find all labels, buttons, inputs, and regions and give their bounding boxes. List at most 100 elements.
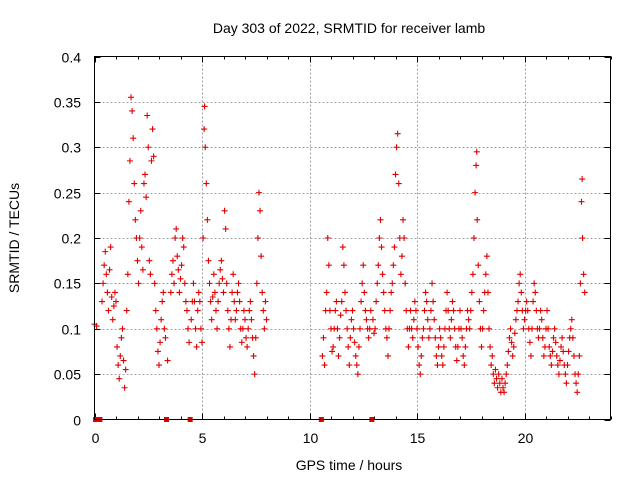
data-point (578, 198, 585, 205)
data-point (102, 248, 109, 255)
y-tick-label: 0 (73, 413, 81, 429)
data-point (580, 271, 587, 278)
data-point (432, 334, 439, 341)
data-point (379, 271, 386, 278)
data-point (473, 148, 480, 155)
data-point (339, 244, 346, 251)
data-point (131, 180, 138, 187)
data-point (136, 235, 143, 241)
data-point (352, 352, 359, 359)
data-point (200, 235, 207, 241)
data-point (474, 216, 481, 223)
data-point (573, 380, 580, 387)
data-point (400, 216, 407, 223)
data-point (243, 334, 250, 341)
data-point (563, 380, 570, 387)
data-points (91, 94, 588, 422)
data-point (458, 325, 465, 332)
data-point (351, 339, 358, 346)
data-point (172, 235, 179, 241)
data-point (146, 257, 153, 264)
data-point (569, 334, 576, 341)
data-point (209, 293, 216, 300)
data-point (129, 107, 136, 114)
data-point (419, 334, 426, 341)
data-point (493, 375, 500, 382)
data-point (117, 352, 124, 359)
data-point (338, 298, 345, 305)
data-point (450, 307, 457, 314)
data-point (234, 289, 241, 296)
data-point (116, 375, 123, 382)
data-point (518, 289, 525, 296)
data-point (574, 389, 581, 396)
data-point (454, 343, 461, 350)
data-point (440, 343, 447, 350)
data-point (235, 280, 242, 287)
data-point (539, 334, 546, 341)
data-point (363, 316, 370, 323)
data-point (226, 343, 233, 350)
data-point (344, 325, 351, 332)
data-point (492, 366, 499, 373)
data-point (480, 307, 487, 314)
data-point (222, 225, 229, 232)
y-tick-label: 0.15 (54, 276, 81, 292)
data-point (211, 289, 218, 296)
data-point (233, 307, 240, 314)
data-point (509, 352, 516, 359)
data-point (360, 262, 367, 269)
data-point (113, 298, 119, 305)
data-point (570, 352, 577, 359)
data-point (429, 280, 436, 287)
data-point (183, 307, 190, 314)
data-point (446, 325, 453, 332)
data-point (504, 362, 511, 369)
data-point (546, 343, 553, 350)
data-point (398, 253, 405, 260)
data-point (124, 271, 131, 278)
data-point (468, 289, 475, 296)
data-point (335, 352, 342, 359)
data-point (161, 325, 168, 332)
data-point (510, 343, 517, 350)
data-point (556, 357, 563, 364)
x-tick-label: 10 (303, 430, 319, 446)
data-point (101, 262, 108, 269)
data-point (544, 307, 551, 314)
data-point (414, 325, 420, 332)
data-point (212, 307, 219, 314)
data-point (508, 339, 515, 346)
data-point (383, 334, 390, 341)
y-tick-labels: 0 0.05 0.1 0.15 0.2 0.25 0.3 0.35 0.4 (54, 50, 81, 429)
data-point (426, 325, 433, 332)
data-point (262, 298, 269, 305)
data-point (223, 280, 230, 287)
data-point (536, 325, 543, 332)
data-point (247, 298, 254, 305)
data-point (538, 316, 545, 323)
data-point (232, 316, 239, 323)
data-point (431, 316, 438, 323)
data-point (409, 334, 416, 341)
data-point (259, 289, 266, 296)
chart-title: Day 303 of 2022, SRMTID for receiver lam… (213, 20, 486, 36)
data-point (511, 330, 518, 337)
data-point (425, 334, 432, 341)
plot-frame (94, 56, 611, 420)
data-point (401, 235, 408, 241)
y-axis-label: SRMTID / TECUs (6, 183, 22, 293)
data-point (203, 180, 210, 187)
data-point (540, 352, 547, 359)
data-point (430, 298, 437, 305)
data-point (438, 352, 445, 359)
data-point (558, 343, 565, 350)
data-point (248, 316, 255, 323)
data-point (348, 316, 355, 323)
data-point (244, 343, 251, 350)
data-point (135, 280, 142, 287)
data-point (333, 298, 340, 305)
data-point (353, 362, 360, 369)
data-point (460, 352, 467, 359)
